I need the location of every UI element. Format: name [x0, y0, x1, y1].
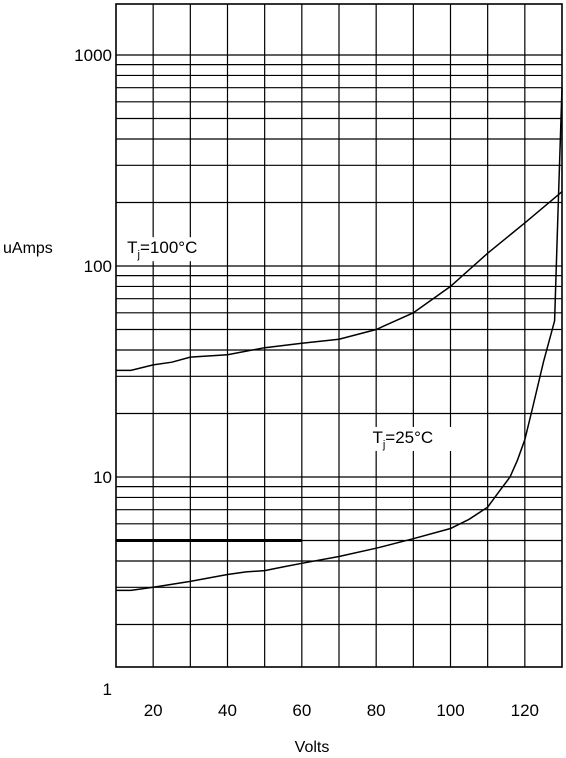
grid: [115, 3, 563, 668]
x-tick-label: 80: [367, 701, 386, 720]
y-tick-label: 10: [93, 468, 112, 487]
series-layer: [116, 87, 563, 592]
y-tick-label: 1: [103, 680, 112, 699]
annotation-background: [370, 426, 455, 451]
x-tick-label: 120: [511, 701, 539, 720]
x-tick-label: 20: [144, 701, 163, 720]
x-tick-label: 40: [218, 701, 237, 720]
x-axis-label: Volts: [295, 739, 330, 756]
series-line-2: [116, 87, 563, 592]
annotations: Tj=100°C Tj=25°C: [125, 237, 455, 451]
x-tick-label: 60: [292, 701, 311, 720]
y-tick-label: 100: [84, 257, 112, 276]
y-tick-label: 1000: [74, 46, 112, 65]
annotation-background: [125, 237, 210, 262]
series-line-1: [116, 191, 563, 372]
plot-frame: [115, 3, 563, 668]
series-annotation-1: Tj=100°C: [127, 238, 197, 261]
x-tick-label: 100: [436, 701, 464, 720]
series-annotation-2: Tj=25°C: [372, 428, 433, 451]
y-axis-label: uAmps: [3, 240, 53, 257]
